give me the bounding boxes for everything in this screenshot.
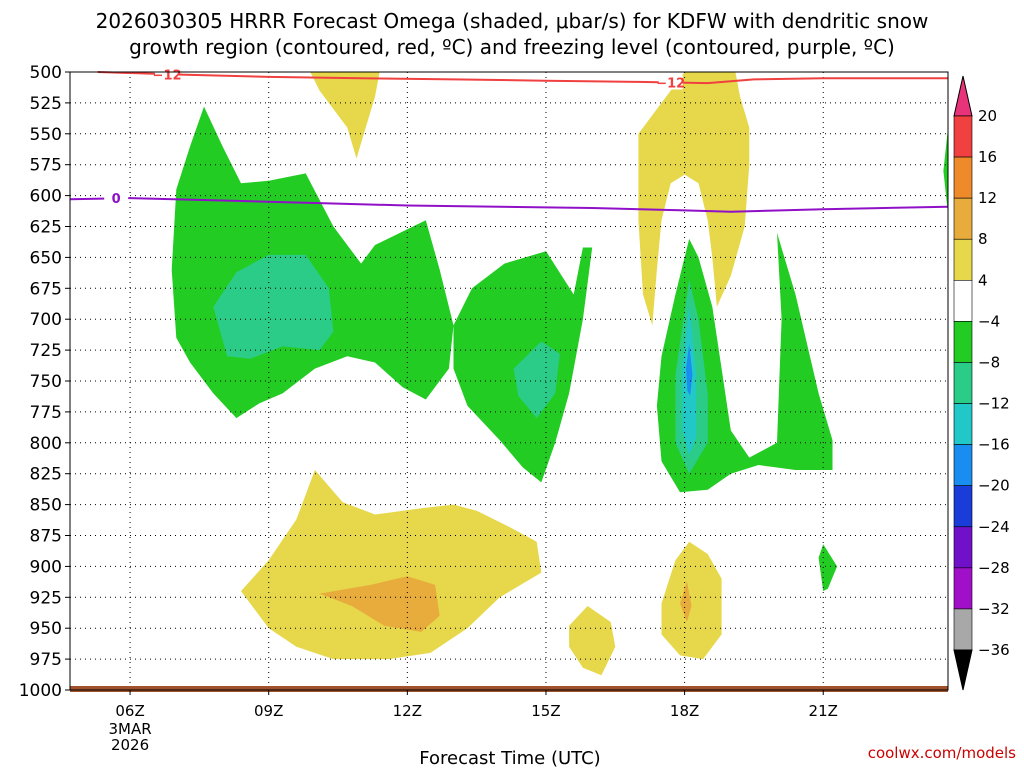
- contour-label-bg-1-0: [104, 191, 129, 206]
- colorbar-box-3: [953, 238, 973, 281]
- x-axis-label: Forecast Time (UTC): [419, 748, 600, 768]
- colorbar-label-5: −4: [978, 312, 1000, 330]
- x-tick-label-09Z: 09Z: [254, 702, 283, 720]
- y-tick-label-675: 675: [30, 279, 62, 299]
- omega-region-3: [213, 254, 334, 359]
- colorbar-label-4: 4: [978, 271, 988, 289]
- colorbar: 20 16 12 8 4 −4 −8 −12 −16 −20 −24 −28 −32 −36: [953, 75, 1010, 691]
- colorbar-label-11: −28: [978, 559, 1010, 577]
- y-tick-label-850: 850: [30, 496, 62, 516]
- y-tick-label-950: 950: [30, 619, 62, 639]
- colorbar-label-10: −24: [978, 518, 1010, 536]
- colorbar-label-13: −36: [978, 641, 1010, 659]
- x-tick-label-15Z: 15Z: [531, 702, 560, 720]
- colorbar-box-0: [953, 115, 973, 158]
- omega-region-1: [638, 72, 750, 326]
- x-tick-label-21Z: 21Z: [809, 702, 838, 720]
- y-tick-label-500: 500: [30, 63, 62, 83]
- y-tick-label-750: 750: [30, 372, 62, 392]
- temperature-contours: −12 −12 0: [69, 67, 949, 213]
- y-tick-label-550: 550: [30, 125, 62, 145]
- colorbar-label-1: 16: [978, 148, 997, 166]
- chart-title-line-1: 2026030305 HRRR Forecast Omega (shaded, …: [96, 9, 929, 33]
- y-tick-label-925: 925: [30, 588, 62, 608]
- contour-line-0: [97, 71, 948, 85]
- colorbar-box-5: [953, 321, 973, 363]
- colorbar-label-3: 8: [978, 230, 988, 248]
- colorbar-box-9: [953, 485, 973, 528]
- credit-text[interactable]: coolwx.com/models: [868, 744, 1016, 762]
- colorbar-box-1: [953, 156, 973, 199]
- colorbar-label-8: −16: [978, 436, 1010, 454]
- contour-label-bg-0-0: [155, 67, 180, 82]
- colorbar-label-12: −32: [978, 600, 1010, 618]
- y-tick-label-575: 575: [30, 156, 62, 176]
- colorbar-box-8: [953, 444, 973, 486]
- y-tick-label-875: 875: [30, 527, 62, 547]
- y-tick-label-1000: 1000: [19, 681, 62, 701]
- colorbar-box-10: [953, 526, 973, 569]
- omega-region-15: [661, 541, 722, 660]
- colorbar-box-12: [953, 608, 973, 651]
- omega-region-0: [310, 72, 380, 159]
- colorbar-bottom-arrow: [953, 649, 973, 691]
- colorbar-box-11: [953, 567, 973, 610]
- x-tick-sublabel-1: 2026: [111, 736, 149, 754]
- x-tick-label-12Z: 12Z: [393, 702, 422, 720]
- y-tick-label-800: 800: [30, 434, 62, 454]
- y-tick-label-700: 700: [30, 310, 62, 330]
- y-axis: 500 525 550 575 600 625 650 675 700 725 750 775 800 8…: [19, 63, 70, 701]
- x-tick-label-18Z: 18Z: [670, 702, 699, 720]
- contour-label-0-1: −12: [656, 77, 685, 92]
- y-tick-label-825: 825: [30, 465, 62, 485]
- colorbar-top-arrow: [953, 75, 973, 117]
- omega-region-11: [818, 544, 838, 592]
- x-tick-sublabel-0: 3MAR: [108, 720, 151, 738]
- colorbar-label-2: 12: [978, 189, 997, 207]
- omega-shaded-regions: [171, 72, 948, 676]
- omega-region-12: [241, 470, 542, 660]
- colorbar-box-7: [953, 403, 973, 445]
- contour-label-0-0: −12: [153, 68, 182, 83]
- colorbar-box-4: [953, 280, 973, 322]
- omega-region-5: [513, 341, 560, 419]
- chart-title-line-2: growth region (contoured, red, ºC) and f…: [129, 35, 895, 59]
- colorbar-label-6: −8: [978, 353, 1000, 371]
- x-tick-label-06Z: 06Z: [115, 702, 144, 720]
- y-tick-label-650: 650: [30, 248, 62, 268]
- omega-region-14: [569, 606, 616, 676]
- y-tick-label-625: 625: [30, 218, 62, 238]
- y-tick-label-975: 975: [30, 650, 62, 670]
- omega-region-10: [943, 127, 948, 215]
- colorbar-box-2: [953, 197, 973, 240]
- y-tick-label-525: 525: [30, 94, 62, 114]
- colorbar-label-7: −12: [978, 395, 1010, 413]
- colorbar-box-6: [953, 362, 973, 404]
- omega-region-13: [319, 576, 440, 632]
- contour-label-1-0: 0: [112, 192, 121, 207]
- grid-lines: [70, 72, 948, 690]
- colorbar-label-9: −20: [978, 477, 1010, 495]
- y-tick-label-900: 900: [30, 557, 62, 577]
- y-tick-label-775: 775: [30, 403, 62, 423]
- omega-region-9: [686, 343, 693, 396]
- y-tick-label-600: 600: [30, 187, 62, 207]
- y-tick-label-725: 725: [30, 341, 62, 361]
- ground-strip: [70, 686, 948, 692]
- contour-label-bg-0-1: [658, 75, 683, 90]
- colorbar-label-0: 20: [978, 107, 997, 125]
- contour-line-1: [69, 197, 949, 213]
- omega-region-16: [680, 581, 692, 622]
